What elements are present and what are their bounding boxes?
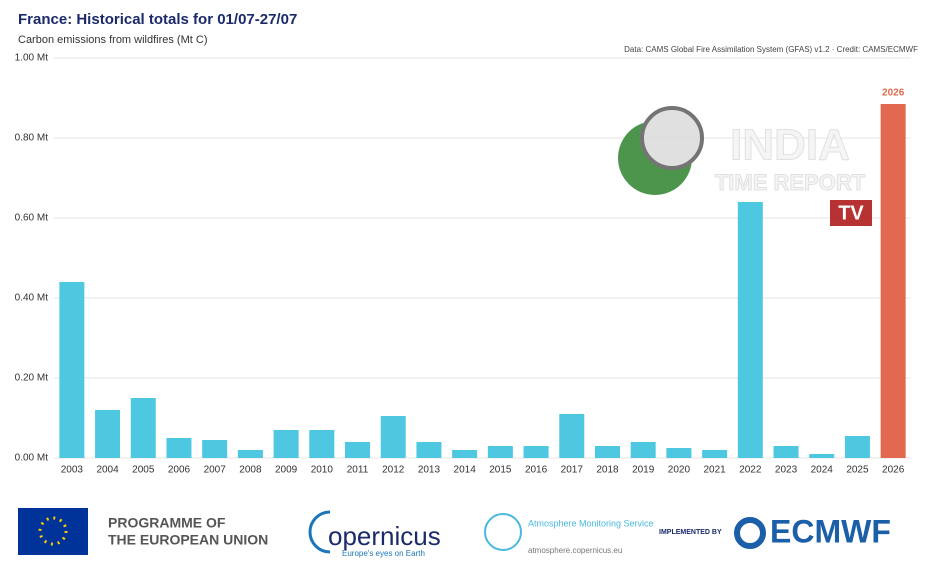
- x-tick-label: 2011: [347, 465, 369, 476]
- x-tick-label: 2010: [311, 465, 334, 476]
- x-tick-label: 2014: [454, 465, 477, 476]
- eu-text-line: THE EUROPEAN UNION: [108, 532, 268, 548]
- bar: [773, 446, 799, 458]
- x-tick-label: 2003: [61, 465, 84, 476]
- bar: [702, 450, 728, 458]
- eu-flag: [18, 508, 88, 555]
- footer: PROGRAMME OF THE EUROPEAN UNION PROGRAMM…: [18, 508, 891, 558]
- x-tick-label: 2024: [811, 465, 834, 476]
- watermark: INDIA TIME REPORT TV: [618, 106, 872, 226]
- bar: [737, 202, 763, 458]
- x-tick-label: 2026: [882, 465, 905, 476]
- credit: Data: CAMS Global Fire Assimilation Syst…: [624, 45, 918, 54]
- bar: [59, 282, 85, 458]
- x-tick-label: 2021: [703, 465, 726, 476]
- y-tick-label: 0.00 Mt: [15, 453, 49, 464]
- bar: [202, 440, 228, 458]
- cams-url: atmosphere.copernicus.eu: [528, 546, 622, 555]
- bar: [380, 416, 406, 458]
- cams-text: Atmosphere Monitoring Service: [528, 518, 654, 528]
- watermark-badge-text: TV: [838, 202, 864, 224]
- bar: [666, 448, 692, 458]
- x-tick-label: 2013: [418, 465, 441, 476]
- watermark-text: TIME REPORT: [715, 170, 866, 195]
- clock-icon: [640, 106, 704, 170]
- y-tick-label: 0.60 Mt: [15, 213, 49, 224]
- x-tick-label: 2008: [239, 465, 262, 476]
- bar: [166, 438, 192, 458]
- eu-text-line: PROGRAMME OF: [108, 515, 226, 531]
- bar: [844, 436, 870, 458]
- bar: [95, 410, 121, 458]
- bar: [309, 430, 335, 458]
- bar-label: 2026: [882, 88, 905, 99]
- x-tick-label: 2020: [668, 465, 691, 476]
- plot-area: 0.00 Mt 0.20 Mt 0.40 Mt 0.60 Mt 0.80 Mt 1.00 …: [15, 53, 911, 476]
- bar: [487, 446, 513, 458]
- bar: [416, 442, 442, 458]
- bar: [594, 446, 620, 458]
- bar: [523, 446, 549, 458]
- x-tick-label: 2025: [846, 465, 869, 476]
- x-tick-label: 2006: [168, 465, 191, 476]
- x-tick-label: 2023: [775, 465, 798, 476]
- bar: [630, 442, 656, 458]
- copernicus-tagline: Europe's eyes on Earth: [342, 549, 425, 558]
- x-tick-label: 2005: [132, 465, 155, 476]
- x-tick-label: 2004: [96, 465, 119, 476]
- x-tick-label: 2019: [632, 465, 655, 476]
- x-tick-label: 2016: [525, 465, 548, 476]
- copernicus-text: opernicus: [328, 521, 441, 551]
- bar: [345, 442, 371, 458]
- y-tick-label: 0.20 Mt: [15, 373, 49, 384]
- y-tick-label: 0.40 Mt: [15, 293, 49, 304]
- copernicus-c: [308, 510, 331, 554]
- bar: [880, 104, 906, 458]
- watermark-badge: [830, 200, 872, 226]
- bar: [809, 454, 835, 458]
- watermark-text: INDIA: [730, 121, 850, 170]
- x-tick-label: 2022: [739, 465, 762, 476]
- bar: [452, 450, 478, 458]
- eu-stars: [38, 516, 68, 546]
- chart-subtitle: Carbon emissions from wildfires (Mt C): [18, 34, 207, 46]
- ecmwf-text: ECMWF: [770, 513, 891, 549]
- bar: [130, 398, 156, 458]
- x-tick-label: 2012: [382, 465, 405, 476]
- cams-icon: [484, 513, 522, 551]
- x-tick-label: 2018: [596, 465, 619, 476]
- y-tick-label: 1.00 Mt: [15, 53, 49, 64]
- x-tick-label: 2017: [561, 465, 584, 476]
- x-tick-label: 2015: [489, 465, 512, 476]
- y-tick-label: 0.80 Mt: [15, 133, 49, 144]
- bar: [237, 450, 263, 458]
- x-tick-label: 2009: [275, 465, 298, 476]
- chart-title: France: Historical totals for 01/07-27/0…: [18, 11, 297, 28]
- implemented-text: IMPLEMENTED BY: [659, 529, 722, 536]
- ecmwf-icon: [734, 517, 766, 549]
- bar: [273, 430, 299, 458]
- bar: [559, 414, 585, 458]
- x-tick-label: 2007: [204, 465, 227, 476]
